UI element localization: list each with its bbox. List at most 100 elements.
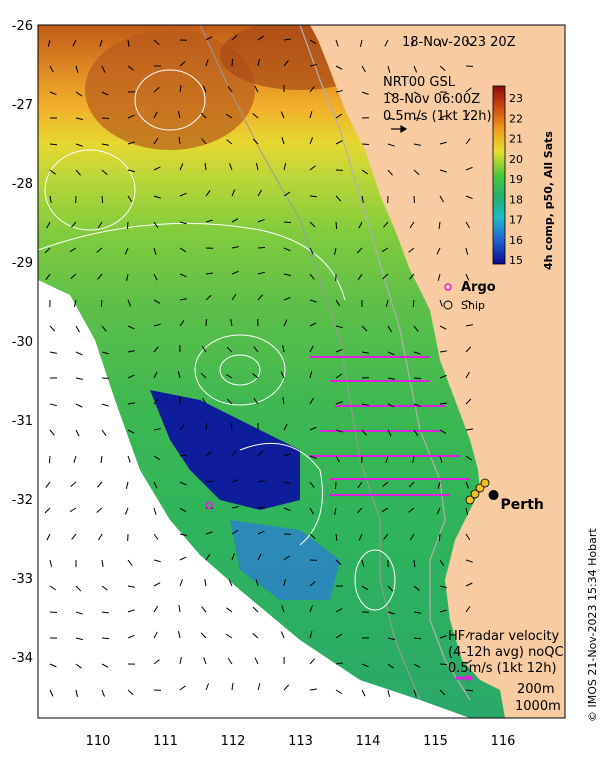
current-vector <box>231 506 239 509</box>
current-vector <box>465 166 473 171</box>
current-vector <box>387 689 390 697</box>
current-vector <box>49 403 57 407</box>
current-vector <box>465 111 471 119</box>
current-vector <box>257 530 265 535</box>
current-vector <box>361 663 369 668</box>
current-vector <box>75 689 78 697</box>
current-vector <box>227 86 233 93</box>
current-vector <box>101 663 109 668</box>
y-tick-label: -31 <box>12 414 33 429</box>
current-vector <box>75 637 83 641</box>
current-vector <box>153 299 161 304</box>
current-vector <box>178 136 181 145</box>
current-vector <box>439 65 446 72</box>
current-vector <box>96 247 103 253</box>
current-vector <box>127 585 135 588</box>
current-vector <box>257 189 262 197</box>
colorbar-tick-label: 18 <box>509 193 523 206</box>
current-vector <box>231 479 239 483</box>
current-vector <box>225 373 233 379</box>
current-vector <box>281 137 285 145</box>
current-vector <box>231 293 237 301</box>
current-vector <box>439 39 442 48</box>
current-vector <box>100 455 103 463</box>
current-vector <box>231 218 239 223</box>
current-vector <box>101 559 104 567</box>
current-vector <box>283 273 291 277</box>
current-vector <box>413 169 420 176</box>
current-vector <box>179 319 185 327</box>
current-vector <box>465 631 471 639</box>
current-vector <box>439 585 447 589</box>
current-vector <box>335 325 343 329</box>
current-vector <box>309 688 317 691</box>
ship-track <box>465 478 490 505</box>
current-vector <box>153 559 161 563</box>
current-vector <box>127 402 135 405</box>
current-vector <box>101 325 107 332</box>
current-vector <box>255 579 259 587</box>
current-vector <box>465 481 470 489</box>
current-vector <box>381 507 389 513</box>
current-vector <box>44 247 51 254</box>
current-vector <box>75 403 83 408</box>
current-vector <box>72 39 77 47</box>
city-label-perth: Perth <box>501 497 544 513</box>
colorbar-tick-label: 21 <box>509 133 523 146</box>
current-vector <box>179 163 184 171</box>
current-vector <box>335 633 343 639</box>
current-vector <box>437 273 441 281</box>
current-vector <box>465 346 472 353</box>
current-vector <box>465 428 473 431</box>
current-vector <box>381 247 389 253</box>
current-vector <box>252 633 259 639</box>
current-vector <box>179 556 187 561</box>
current-vector <box>127 65 134 71</box>
current-vector <box>205 422 208 431</box>
current-vector <box>439 455 443 463</box>
current-vector <box>361 195 364 203</box>
colorbar-tick-label: 23 <box>509 92 523 105</box>
current-vector <box>153 507 157 515</box>
x-tick-label: 116 <box>491 734 516 749</box>
current-vector <box>385 455 389 463</box>
current-vector <box>283 60 289 67</box>
current-vector <box>230 319 233 327</box>
colorbar-tick-label: 22 <box>509 112 523 125</box>
current-vector <box>98 533 103 541</box>
current-vector <box>49 65 54 73</box>
current-vector <box>179 221 187 225</box>
current-vector <box>75 611 83 615</box>
current-vector <box>178 605 181 613</box>
current-vector <box>177 371 181 379</box>
current-vector <box>226 607 233 613</box>
current-vector <box>413 195 416 204</box>
y-tick-label: -29 <box>12 256 33 271</box>
current-vector <box>253 346 259 353</box>
current-vector <box>73 455 77 463</box>
current-vector <box>465 324 473 327</box>
current-vector <box>465 39 472 46</box>
x-tick-label: 110 <box>86 734 111 749</box>
current-vector <box>283 579 286 587</box>
current-vector <box>201 345 207 353</box>
current-vector <box>335 455 340 463</box>
current-vector <box>178 631 181 639</box>
current-vector <box>439 609 447 613</box>
current-vector <box>361 429 367 436</box>
current-vector <box>252 138 259 145</box>
current-vector <box>101 689 105 697</box>
current-vector <box>335 608 343 613</box>
model-time-label: 18-Nov 06:00Z <box>383 92 480 107</box>
current-vector <box>387 65 391 73</box>
current-vector <box>465 533 471 541</box>
current-vector <box>387 325 392 333</box>
current-vector <box>44 507 51 514</box>
current-vector <box>126 221 129 230</box>
perth-city-marker <box>488 490 499 501</box>
current-vector <box>257 683 261 691</box>
current-vector <box>283 453 291 457</box>
current-vector <box>201 138 207 145</box>
current-vector <box>465 398 472 405</box>
current-vector <box>384 39 389 47</box>
